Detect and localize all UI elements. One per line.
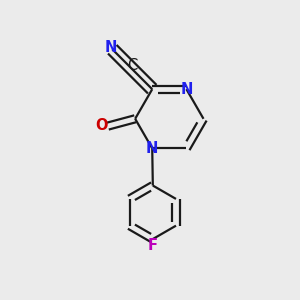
Text: O: O	[96, 118, 108, 133]
Text: N: N	[146, 141, 158, 156]
Text: N: N	[180, 82, 193, 97]
Text: C: C	[128, 58, 138, 73]
Text: F: F	[148, 238, 158, 253]
Text: N: N	[105, 40, 117, 55]
